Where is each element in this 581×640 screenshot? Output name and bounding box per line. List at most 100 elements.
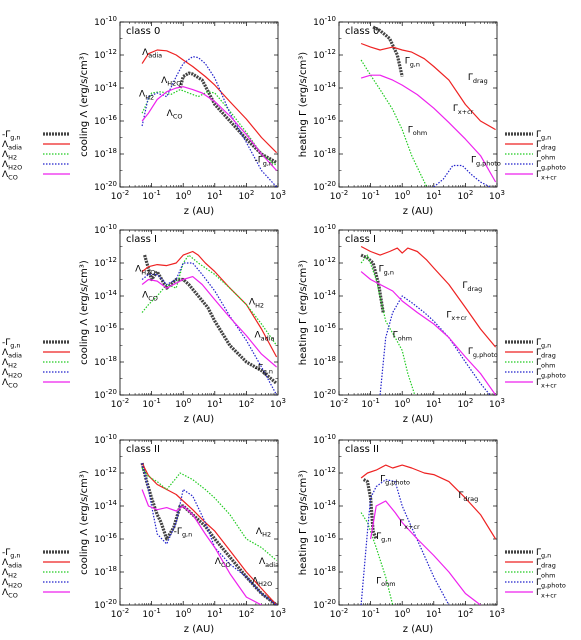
legend-label: Λadia [2,558,22,570]
x-axis-label: z (AU) [403,206,433,217]
heating-panel-0: 10-2 10-1 100 101 102 103 10-20 10-18 10-16 10-14… [298,15,566,217]
y-axis-label: heating Γ (erg/s/cm³) [298,260,309,365]
panel-class-label: class 0 [345,26,379,37]
y-tick-label: 10-20 [94,598,117,611]
y-tick-label: 10-14 [94,499,117,512]
series-line-Γx+cr [370,500,481,605]
series-line-ΛH2 [141,254,278,346]
y-tick-label: 10-14 [313,499,336,512]
legend-label: -Γg,n [2,548,21,560]
series-line-ΛH2 [141,467,277,561]
annotation-label: Γg,n [379,265,394,277]
annotation-label: ΛH2O [252,577,272,589]
x-tick-label: 101 [207,607,223,620]
series-line-ΛH2O [141,262,278,395]
x-tick-label: 100 [175,189,191,202]
annotation-label: ΛH2O [135,265,155,277]
y-tick-label: 10-20 [313,388,336,401]
y-axis-label: cooling Λ (erg/s/cm³) [79,470,90,575]
x-tick-label: 102 [457,189,473,202]
series-line-ΛCO [141,86,278,171]
x-tick-label: 101 [207,189,223,202]
x-tick-label: 10-1 [142,607,160,620]
y-tick-label: 10-12 [94,256,117,269]
legend-label: Γdrag [536,558,556,570]
x-axis-label: z (AU) [403,624,433,635]
series-group [360,464,497,605]
y-tick-label: 10-10 [94,223,117,236]
x-tick-label: 10-2 [111,607,129,620]
y-tick-label: 10-16 [313,322,336,335]
series-group [140,462,278,605]
annotation-label: ΛCO [142,291,158,303]
legend-label: Γohm [536,568,555,580]
series-line-Γg,photo [379,295,491,395]
y-tick-label: 10-20 [313,598,336,611]
x-axis-label: z (AU) [184,624,214,635]
series-line-Γdrag [360,42,496,131]
legend-label: ΛH2 [2,150,17,162]
annotation-label: ΛCO [215,557,231,569]
y-tick-label: 10-18 [313,147,336,160]
y-tick-label: 10-16 [313,532,336,545]
y-tick-label: 10-10 [313,15,336,28]
y-tick-label: 10-10 [94,433,117,446]
x-tick-label: 103 [489,397,505,410]
annotation-label: -Γg,n [254,156,273,168]
annotation-label: Γg,n [376,532,391,544]
annotation-label: Γdrag [468,73,488,85]
x-tick-label: 103 [270,189,286,202]
x-tick-label: 102 [238,607,254,620]
legend-label: ΛCO [2,170,18,182]
y-tick-label: 10-18 [313,355,336,368]
x-tick-label: 103 [489,607,505,620]
annotation-label: Γx+cr [453,104,474,116]
x-tick-label: 102 [457,397,473,410]
x-axis-label: z (AU) [184,206,214,217]
legend-label: Γg,n [536,338,551,350]
annotation-label: ΛH2 [139,90,154,102]
series-line-Γg,photo [433,164,491,187]
x-tick-label: 100 [394,607,410,620]
x-tick-label: 102 [238,397,254,410]
y-tick-label: 10-16 [94,322,117,335]
y-tick-label: 10-12 [94,466,117,479]
x-tick-label: 10-1 [361,397,379,410]
x-tick-label: 10-2 [330,397,348,410]
y-axis-label: heating Γ (erg/s/cm³) [298,52,309,157]
legend-label: Γx+cr [536,588,557,600]
annotation-label: -Γg,n [174,527,193,539]
y-tick-label: 10-16 [94,532,117,545]
y-tick-label: 10-18 [94,147,117,160]
series-line--Γg,n [140,462,278,605]
annotation-label: Γg,photo [380,475,410,487]
legend-label: Γg,photo [536,368,566,380]
series-line-Γg,n [362,478,378,540]
x-tick-label: 10-2 [330,607,348,620]
annotation-label: Λadia [142,48,162,60]
x-tick-label: 10-1 [361,607,379,620]
y-tick-label: 10-18 [94,565,117,578]
y-tick-label: 10-12 [313,48,336,61]
panel-class-label: class I [345,234,376,245]
y-tick-label: 10-14 [313,289,336,302]
series-line-Λadia [141,49,278,154]
series-group [141,49,278,187]
y-tick-label: 10-16 [313,114,336,127]
annotation-label: Γohm [393,331,412,343]
x-tick-label: 102 [238,189,254,202]
annotation-label: Γdrag [462,281,482,293]
legend-label: ΛH2O [2,368,22,380]
x-tick-label: 102 [457,607,473,620]
x-tick-label: 103 [270,607,286,620]
y-tick-label: 10-10 [313,223,336,236]
legend-label: Γx+cr [536,170,557,182]
annotation-label: Γohm [408,126,427,138]
y-tick-label: 10-12 [94,48,117,61]
annotation-label: Γg,photo [471,156,501,168]
panel-class-label: class II [345,444,379,455]
x-tick-label: 10-1 [361,189,379,202]
annotation-label: Γx+cr [399,519,420,531]
series-group [360,25,497,187]
legend-label: Λadia [2,140,22,152]
